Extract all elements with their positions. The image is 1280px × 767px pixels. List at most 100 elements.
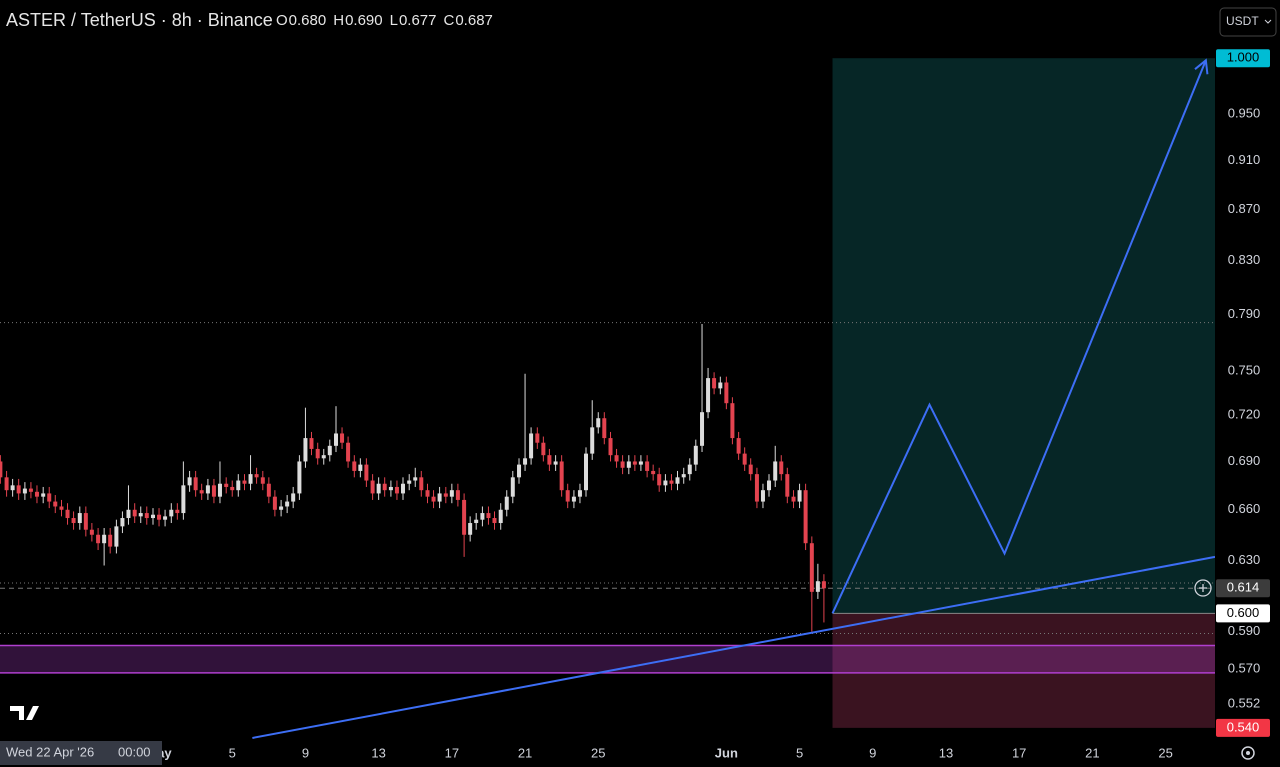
candle-body — [242, 480, 247, 484]
price-axis — [1215, 0, 1280, 767]
candle-body — [602, 418, 607, 439]
candle-body — [334, 433, 339, 446]
candle-body — [809, 543, 814, 592]
candle-body — [47, 493, 52, 502]
ohlc-value: 0.680 — [289, 12, 327, 29]
candle-body — [10, 485, 15, 491]
candle-body — [517, 464, 522, 478]
crosshair-time-box — [0, 741, 162, 765]
candle-body — [315, 448, 320, 459]
y-tick-label: 0.570 — [1228, 661, 1261, 676]
candle-body — [431, 496, 436, 502]
dropdown-icon — [1264, 19, 1272, 24]
support-zone — [0, 645, 1215, 673]
candle-body — [120, 518, 125, 527]
candle-body — [687, 464, 692, 475]
plus-icon — [1199, 584, 1207, 592]
candle-body — [199, 490, 204, 494]
candle-body — [455, 490, 460, 500]
candle-body — [767, 480, 772, 491]
candle-body — [346, 442, 351, 462]
candle-body — [0, 461, 3, 478]
candle-body — [486, 513, 491, 519]
candle-body — [577, 490, 582, 497]
candle-body — [712, 378, 717, 389]
ohlc-key: O — [276, 12, 288, 29]
crosshair-time: 00:00 — [118, 744, 151, 759]
candle-body — [169, 509, 174, 517]
candle-body — [205, 485, 210, 494]
candle-body — [529, 433, 534, 459]
add-alert-button[interactable] — [1194, 579, 1212, 597]
candle-body — [614, 455, 619, 462]
candle-body — [504, 496, 509, 510]
ohlc-key: C — [444, 12, 455, 29]
candle-body — [803, 490, 808, 544]
candle-body — [114, 526, 119, 547]
currency-button[interactable] — [1219, 7, 1277, 37]
candle-body — [480, 513, 485, 520]
y-tick-label: 0.590 — [1228, 623, 1261, 638]
candle-body — [437, 493, 442, 502]
candle-body — [742, 453, 747, 465]
candle-body — [65, 509, 70, 519]
price-marker — [1216, 579, 1270, 598]
candle-body — [59, 506, 64, 510]
profit-zone — [832, 58, 1215, 614]
candle-body — [108, 534, 113, 547]
candle-body — [498, 509, 503, 524]
y-tick-label: 0.660 — [1228, 501, 1261, 516]
candle-body — [413, 477, 418, 481]
candle-body — [297, 461, 302, 494]
candle-body — [83, 513, 88, 530]
candle-body — [785, 474, 790, 497]
candle-body — [266, 483, 271, 497]
candle-body — [590, 427, 595, 454]
symbol-title: ASTER / TetherUS · 8h · Binance — [6, 10, 273, 30]
candle-body — [358, 464, 363, 471]
candle-body — [364, 464, 369, 481]
currency-label[interactable]: USDT — [1226, 14, 1259, 28]
candle-body — [681, 474, 686, 478]
x-tick-label: 25 — [591, 745, 605, 760]
candle-body — [632, 461, 637, 465]
candle-body — [211, 485, 216, 497]
candle-body — [638, 461, 643, 465]
loss-zone — [832, 613, 1215, 728]
candle-body — [16, 485, 21, 494]
ohlc-key: H — [333, 12, 344, 29]
x-tick-label: 21 — [1085, 745, 1099, 760]
y-tick-label: 0.790 — [1228, 306, 1261, 321]
candle-body — [187, 477, 192, 486]
candle-body — [71, 518, 76, 524]
candle-body — [193, 477, 198, 491]
candle-body — [102, 534, 107, 544]
candle-body — [126, 509, 131, 519]
candle-body — [583, 453, 588, 491]
candle-body — [449, 490, 454, 497]
candle-body — [663, 480, 668, 486]
settings-icon-dot — [1246, 751, 1250, 755]
ohlc-value: 0.687 — [455, 12, 493, 29]
y-tick-label: 0.910 — [1228, 152, 1261, 167]
candle-body — [693, 445, 698, 465]
candle-body — [327, 445, 332, 456]
candle-body — [157, 514, 162, 520]
candle-body — [748, 464, 753, 475]
candle-body — [651, 470, 656, 475]
candle-body — [321, 455, 326, 459]
candle-body — [138, 513, 143, 517]
settings-icon[interactable] — [1241, 746, 1255, 760]
candle-body — [370, 480, 375, 494]
candle-body — [254, 474, 259, 478]
candle-body — [230, 486, 235, 491]
price-marker — [1216, 49, 1270, 68]
candle-body — [779, 461, 784, 475]
price-marker-label: 0.614 — [1227, 580, 1260, 595]
candle-body — [620, 461, 625, 468]
y-tick-label: 0.630 — [1228, 552, 1261, 567]
tv-logo[interactable] — [10, 706, 39, 720]
candle-body — [474, 519, 479, 524]
candle-body — [736, 438, 741, 454]
